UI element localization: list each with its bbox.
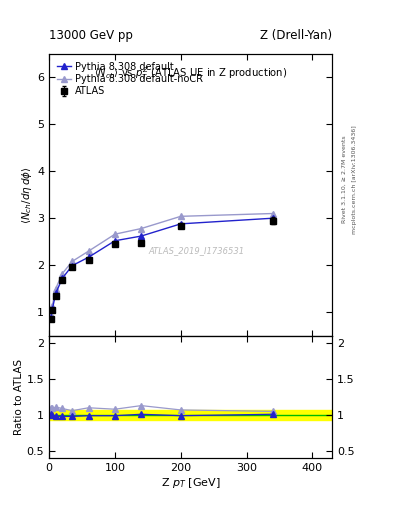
Pythia 8.308 default-noCR [50,303,55,309]
Pythia 8.308 default [270,215,275,221]
Pythia 8.308 default-noCR [270,210,275,217]
Pythia 8.308 default-noCR [112,231,117,237]
Y-axis label: Ratio to ATLAS: Ratio to ATLAS [14,359,24,435]
Pythia 8.308 default-noCR [139,225,143,231]
Pythia 8.308 default-noCR [178,214,183,220]
Pythia 8.308 default [70,263,75,269]
Pythia 8.308 default [53,290,58,296]
Pythia 8.308 default [178,221,183,227]
Pythia 8.308 default-noCR [53,286,58,292]
Bar [49,410,332,420]
Pythia 8.308 default-noCR [60,270,64,276]
Text: ATLAS_2019_I1736531: ATLAS_2019_I1736531 [148,247,244,255]
Line: Pythia 8.308 default-noCR: Pythia 8.308 default-noCR [48,210,276,318]
Text: 13000 GeV pp: 13000 GeV pp [49,29,133,42]
Line: Pythia 8.308 default: Pythia 8.308 default [48,215,276,321]
X-axis label: Z $p_T$ [GeV]: Z $p_T$ [GeV] [161,476,220,490]
Pythia 8.308 default-noCR [48,312,53,318]
Pythia 8.308 default [86,254,91,260]
Text: Rivet 3.1.10, ≥ 2.7M events: Rivet 3.1.10, ≥ 2.7M events [342,135,347,223]
Text: mcplots.cern.ch [arXiv:1306.3436]: mcplots.cern.ch [arXiv:1306.3436] [352,125,357,233]
Pythia 8.308 default [139,233,143,239]
Pythia 8.308 default-noCR [86,248,91,254]
Y-axis label: $\langle N_{ch}/d\eta\, d\phi\rangle$: $\langle N_{ch}/d\eta\, d\phi\rangle$ [20,166,34,224]
Text: Z (Drell-Yan): Z (Drell-Yan) [260,29,332,42]
Pythia 8.308 default [112,238,117,244]
Legend: Pythia 8.308 default, Pythia 8.308 default-noCR, ATLAS: Pythia 8.308 default, Pythia 8.308 defau… [54,58,206,99]
Pythia 8.308 default-noCR [70,259,75,265]
Pythia 8.308 default [50,306,55,312]
Pythia 8.308 default [48,315,53,321]
Text: $\langle N_{ch}\rangle$ vs $p^Z_T$ (ATLAS UE in Z production): $\langle N_{ch}\rangle$ vs $p^Z_T$ (ATLA… [94,65,287,82]
Pythia 8.308 default [60,275,64,282]
